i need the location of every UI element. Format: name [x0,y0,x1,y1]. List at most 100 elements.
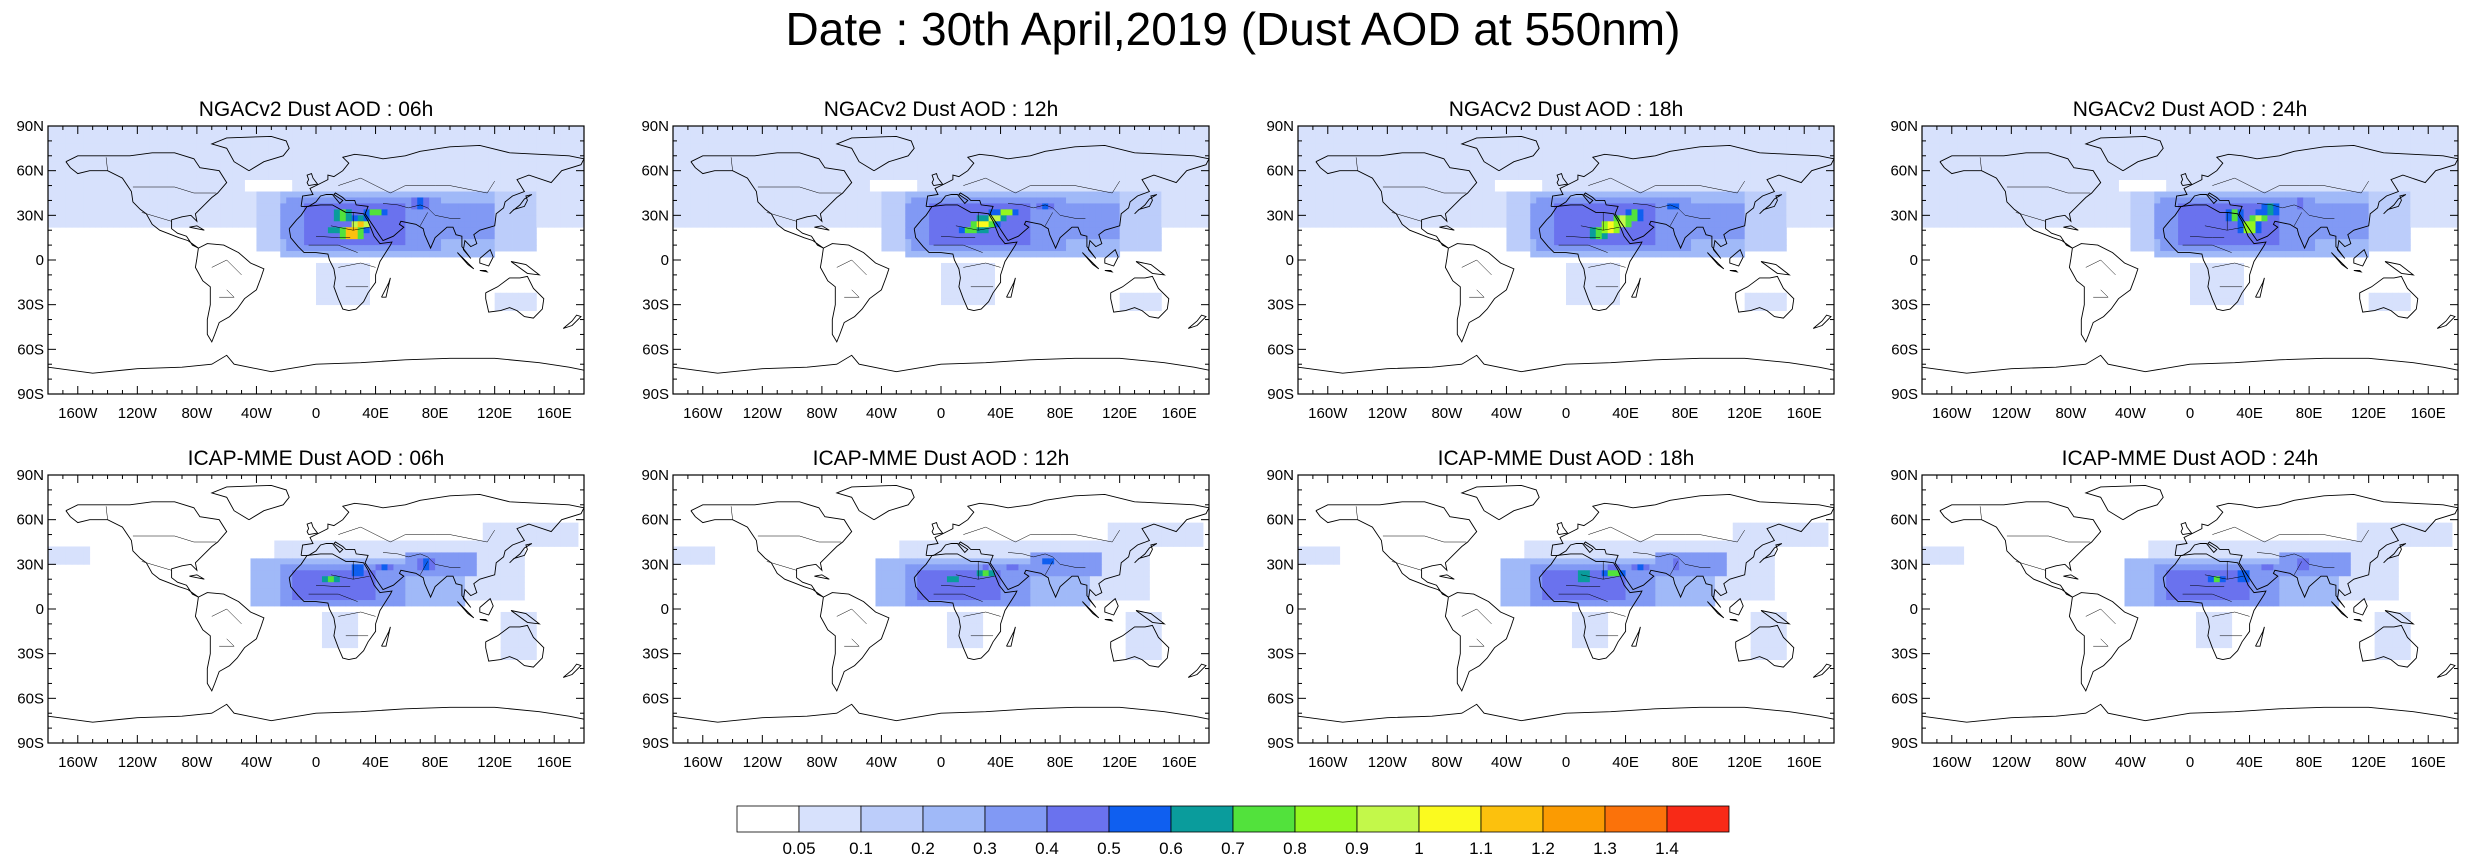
aod-cell [1048,239,1055,246]
aod-cell [524,215,531,222]
aod-cell [1661,155,1668,163]
aod-cell [250,197,257,204]
aod-cell [684,149,692,157]
aod-cell [1625,191,1632,198]
aod-cell [1708,203,1716,210]
aod-cell [1774,179,1781,186]
aod-cell [304,245,311,252]
aod-cell [470,245,478,252]
aod-cell [762,215,769,222]
aod-cell [905,161,912,169]
aod-cell [988,274,995,282]
aod-cell [762,131,769,139]
aod-cell [1506,137,1513,145]
aod-cell [1048,251,1055,258]
aod-cell [792,126,799,133]
aod-cell [113,131,120,139]
aod-cell [1542,149,1549,157]
aod-cell [774,203,781,210]
aod-cell [220,167,228,175]
aod-cell [833,173,841,180]
aod-cell [1446,131,1454,139]
aod-cell [131,167,138,175]
aod-cell [845,197,853,204]
lat-tick-label: 60N [16,163,44,180]
aod-cell [1756,185,1763,192]
aod-cell [1685,203,1692,210]
aod-cell [494,298,502,306]
aod-cell [327,167,335,175]
aod-cell [738,209,745,216]
aod-cell [316,251,323,258]
aod-cell [1625,131,1632,139]
aod-cell [494,179,502,186]
aod-cell [232,179,239,186]
aod-cell [1816,149,1823,157]
aod-cell [774,179,781,186]
aod-cell [560,203,567,210]
aod-cell [464,203,472,210]
aod-cell [1018,203,1025,210]
aod-cell [1548,137,1555,145]
aod-cell [1750,191,1757,198]
aod-cell [1738,149,1746,157]
aod-cell [857,161,864,169]
aod-cell [387,209,394,216]
aod-cell [214,143,222,151]
aod-cell [1363,131,1370,139]
aod-cell [1113,185,1121,192]
aod-cell [946,137,954,145]
aod-cell [1405,126,1412,133]
aod-cell [220,137,228,145]
aod-cell [684,173,692,180]
aod-cell [1042,239,1049,246]
aod-cell [1566,143,1573,151]
aod-cell [1119,131,1127,139]
aod-cell [958,173,966,180]
aod-cell [494,126,502,133]
aod-cell [1048,197,1055,204]
aod-cell [1173,137,1180,145]
aod-cell [815,173,823,180]
aod-cell [184,137,192,145]
aod-cell [1107,191,1115,198]
aod-cell [393,131,400,139]
aod-cell [179,185,186,192]
aod-cell [988,251,995,258]
aod-cell [1131,167,1138,175]
aod-cell [917,245,924,252]
aod-cell [1024,167,1031,175]
aod-cell [1566,197,1573,204]
aod-cell [1798,131,1805,139]
aod-cell [1405,143,1412,151]
aod-cell [839,209,847,216]
aod-cell [1143,126,1150,133]
aod-cell [274,233,281,240]
aod-cell [1054,143,1061,151]
aod-cell [173,185,180,192]
aod-cell [262,209,269,216]
aod-cell [750,197,757,204]
aod-cell [1048,221,1055,228]
aod-cell [89,209,97,216]
aod-cell [982,161,990,169]
aod-cell [1774,203,1781,210]
aod-cell [1309,149,1317,157]
aod-cell [161,143,168,151]
aod-cell [929,227,936,234]
aod-cell [1119,298,1127,306]
aod-cell [190,149,198,157]
aod-cell [1542,137,1549,145]
aod-cell [1482,191,1489,198]
aod-cell [77,173,85,180]
aod-cell [339,191,347,198]
aod-cell [976,239,984,246]
aod-cell [833,197,841,204]
aod-cell [1649,131,1656,139]
aod-cell [1012,251,1019,258]
aod-cell [411,143,418,151]
aod-cell [173,161,180,169]
aod-cell [1315,143,1323,151]
aod-cell [500,126,507,133]
aod-cell [952,179,960,186]
